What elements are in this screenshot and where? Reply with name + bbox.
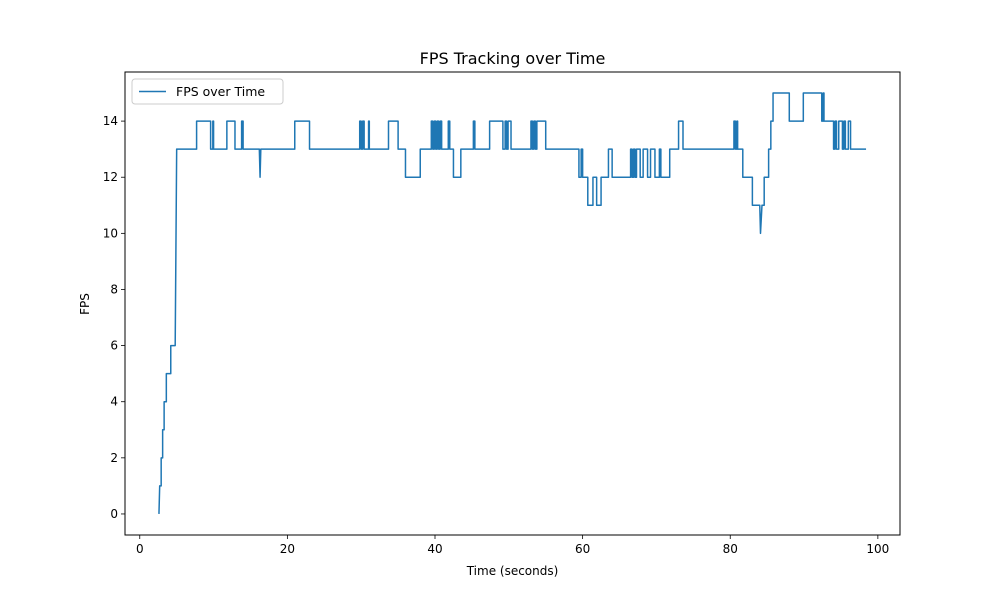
y-axis-label: FPS: [78, 293, 92, 315]
legend-box: [131, 78, 284, 105]
series-layer: [158, 92, 867, 514]
y-tick-label: 12: [103, 170, 118, 184]
x-axis-label: Time (seconds): [466, 564, 559, 578]
y-tick-label: 4: [110, 395, 118, 409]
x-tick-label: 40: [427, 542, 442, 556]
legend-entry-label: FPS over Time: [176, 84, 265, 99]
x-tick-label: 0: [136, 542, 144, 556]
y-tick-label: 6: [110, 339, 118, 353]
y-tick-label: 2: [110, 451, 118, 465]
y-tick-label: 8: [110, 282, 118, 296]
x-tick-label: 20: [280, 542, 295, 556]
y-tick-label: 14: [103, 114, 118, 128]
chart-title: FPS Tracking over Time: [420, 49, 606, 68]
ticks-layer: 0 20 40 60 80 100 0 2 4 6 8 10 12 14: [103, 114, 890, 556]
legend: FPS over Time: [131, 78, 284, 105]
x-tick-label: 80: [723, 542, 738, 556]
plot-area-frame: [124, 71, 901, 536]
x-tick-label: 60: [575, 542, 590, 556]
y-tick-label: 0: [110, 507, 118, 521]
x-tick-label: 100: [866, 542, 889, 556]
y-tick-label: 10: [103, 226, 118, 240]
series-line-0: [158, 92, 867, 514]
